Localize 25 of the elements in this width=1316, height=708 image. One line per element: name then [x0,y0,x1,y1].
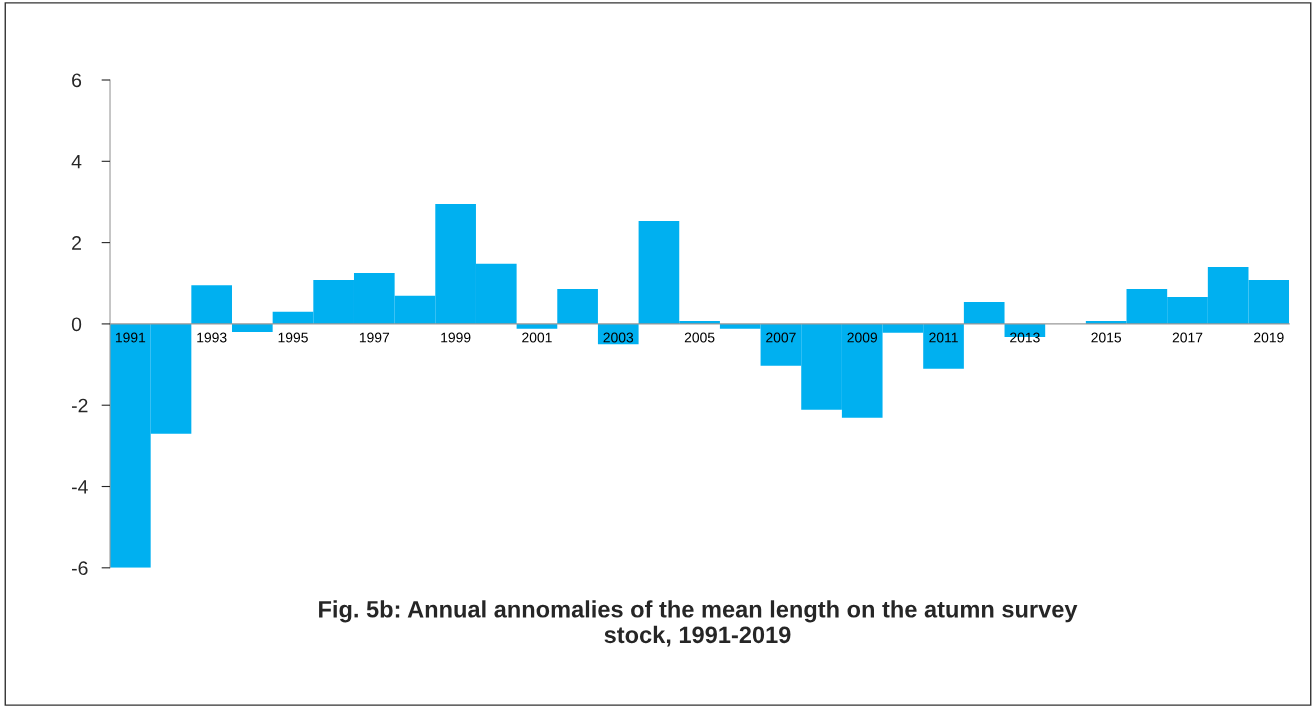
x-tick-label: 2001 [522,332,552,343]
y-tick-label: -6 [71,561,88,576]
y-tick-label: -4 [71,480,88,494]
x-tick-label: 2019 [1254,332,1284,343]
x-tick-label: 2005 [684,332,715,343]
y-tick-label: 0 [71,317,82,332]
x-tick-label: 2015 [1091,332,1122,343]
x-tick-label: 2003 [603,332,634,343]
x-tick-label: 2017 [1172,332,1203,343]
bar [557,288,598,324]
x-tick-label: 1999 [441,332,471,343]
x-tick-label: 2009 [847,332,878,343]
x-tick-label: 2007 [766,332,796,343]
y-tick-label: 4 [71,154,82,169]
y-tick-label: 2 [72,236,81,250]
x-tick-label: 1991 [115,332,146,343]
y-tick-label: -2 [71,398,88,413]
text: Fig. 5b: Annual annomalies of the mean length on the atumn survey stock, 1991-2019 [319,600,1078,647]
bar [191,285,232,324]
y-tick-label: 6 [72,73,82,88]
x-tick-label: 1995 [278,332,308,343]
x-tick-label: 1993 [197,332,227,343]
x-tick-label: 1997 [359,332,390,343]
x-tick-label: 2011 [929,332,958,343]
bar [963,301,1005,324]
